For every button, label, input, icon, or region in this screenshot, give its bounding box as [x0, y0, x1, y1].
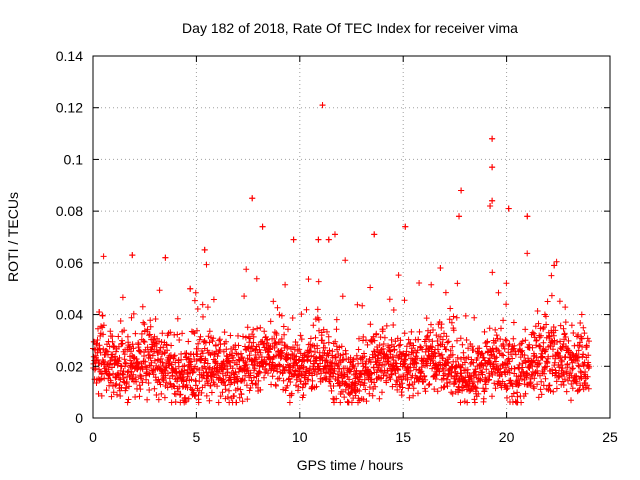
roti-outlier-point: [437, 265, 444, 272]
roti-outlier-point: [371, 231, 378, 238]
roti-outlier-point: [402, 223, 409, 230]
y-tick-label: 0.1: [64, 151, 84, 167]
plot-frame: [92, 55, 611, 419]
roti-outlier-point: [96, 308, 103, 315]
roti-outlier-point: [162, 254, 169, 261]
roti-outlier-point: [489, 164, 496, 171]
x-tick-label: 10: [292, 429, 308, 445]
roti-outlier-point: [456, 213, 463, 220]
y-tick-label: 0.12: [56, 100, 83, 116]
roti-outlier-point: [489, 135, 496, 142]
x-tick-label: 15: [395, 429, 411, 445]
x-tick-label: 0: [89, 429, 97, 445]
x-tick-label: 20: [499, 429, 515, 445]
roti-outlier-point: [489, 197, 496, 204]
roti-outlier-point: [325, 236, 332, 243]
roti-outlier-point: [319, 102, 326, 109]
axes: 0 0.02 0.04 0.06 0.08 0.1 0.12 0.14 0 5 10 15 20 25: [56, 48, 618, 445]
roti-outlier-point: [249, 195, 256, 202]
y-tick-label: 0.08: [56, 203, 83, 219]
y-tick-label: 0.06: [56, 255, 83, 271]
roti-outlier-point: [129, 252, 136, 259]
y-axis-label: ROTI / TECUs: [5, 192, 21, 282]
roti-outlier-point: [201, 246, 208, 253]
y-tick-label: 0.02: [56, 358, 83, 374]
roti-outlier-point: [505, 205, 512, 212]
roti-outlier-point: [331, 231, 338, 238]
chart-title: Day 182 of 2018, Rate Of TEC Index for r…: [182, 20, 518, 36]
roti-outlier-point: [524, 213, 531, 220]
roti-outlier-point: [458, 187, 465, 194]
x-axis-label: GPS time / hours: [297, 457, 404, 473]
roti-outlier-point: [315, 236, 322, 243]
x-tick-label: 25: [602, 429, 618, 445]
roti-outlier-point: [551, 262, 558, 269]
grid: [93, 56, 610, 418]
roti-outlier-point: [290, 236, 297, 243]
y-tick-label: 0.04: [56, 307, 83, 323]
x-tick-label: 5: [193, 429, 201, 445]
roti-outlier-point: [187, 285, 194, 292]
roti-outlier-point: [259, 223, 266, 230]
y-tick-label: 0: [75, 410, 83, 426]
y-tick-label: 0.14: [56, 48, 83, 64]
roti-outlier-point: [487, 202, 494, 209]
